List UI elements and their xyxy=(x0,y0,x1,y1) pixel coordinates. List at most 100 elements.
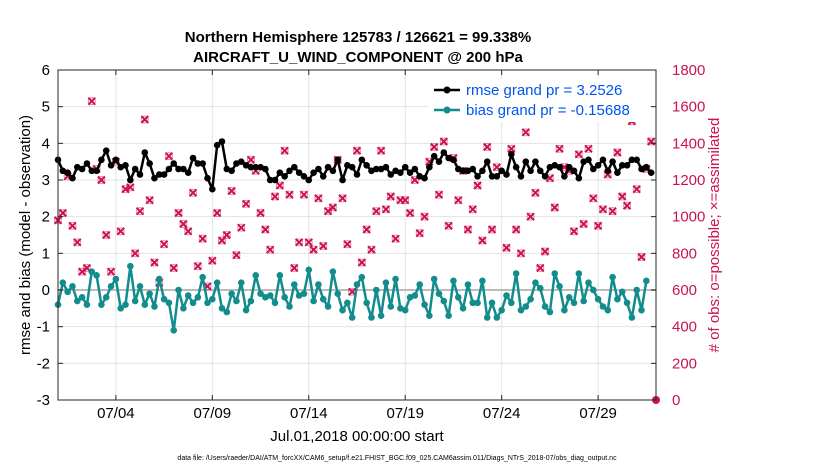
obs-count-marker xyxy=(241,199,251,209)
obs-count-marker xyxy=(420,212,429,221)
rmse-point xyxy=(122,162,129,169)
obs-assimilated-stroke xyxy=(135,206,145,216)
bias-point xyxy=(628,314,636,321)
obs-possible-marker xyxy=(82,264,91,272)
obs-assimilated-stroke xyxy=(391,234,400,243)
rmse-point xyxy=(319,173,327,180)
obs-possible-marker xyxy=(160,240,169,249)
rmse-point xyxy=(160,171,168,178)
y-tick-label: -2 xyxy=(37,355,50,372)
rmse-point xyxy=(430,152,438,160)
obs-assimilated-stroke xyxy=(589,194,598,203)
obs-count-marker xyxy=(232,250,241,260)
bias-point xyxy=(291,281,298,288)
rmse-point xyxy=(411,165,419,173)
rmse-point xyxy=(78,165,86,173)
rmse-point xyxy=(435,158,443,165)
rmse-point xyxy=(88,167,96,175)
obs-possible-marker xyxy=(512,225,521,234)
rmse-point xyxy=(426,163,433,171)
rmse-point xyxy=(102,147,110,154)
obs-possible-marker xyxy=(357,258,366,267)
obs-assimilated-stroke xyxy=(97,175,106,185)
obs-assimilated-stroke xyxy=(270,192,280,201)
bias-point xyxy=(141,301,149,308)
bias-point xyxy=(508,299,515,307)
obs-count-marker xyxy=(294,238,304,247)
obs-assimilated-stroke xyxy=(222,230,231,240)
rmse-point xyxy=(469,165,477,173)
rmse-point xyxy=(647,169,655,176)
rmse-point xyxy=(570,167,578,175)
bias-point xyxy=(117,305,124,312)
obs-count-marker xyxy=(574,150,584,159)
obs-possible-marker xyxy=(319,242,328,250)
obs-assimilated-stroke xyxy=(545,173,555,183)
obs-assimilated-stroke xyxy=(646,137,656,146)
bias-point xyxy=(233,297,240,305)
obs-assimilated-stroke xyxy=(294,238,304,247)
obs-possible-marker xyxy=(150,258,159,267)
obs-possible-marker xyxy=(295,238,304,247)
y-tick-label: -1 xyxy=(37,319,50,336)
bias-point xyxy=(532,279,539,286)
obs-possible-marker xyxy=(246,155,255,164)
obs-possible-marker xyxy=(328,203,337,212)
obs-assimilated-stroke xyxy=(116,227,125,236)
rmse-point xyxy=(165,165,173,173)
obs-assimilated-stroke xyxy=(343,239,352,249)
obs-assimilated-stroke xyxy=(478,236,487,245)
obs-assimilated-stroke xyxy=(265,245,275,254)
rmse-point xyxy=(614,169,621,176)
rmse-point xyxy=(498,167,505,175)
obs-assimilated-stroke xyxy=(502,243,511,253)
bias-point xyxy=(618,288,626,296)
y-tick-label: -3 xyxy=(37,392,50,409)
obs-assimilated-stroke xyxy=(193,261,203,271)
bias-point xyxy=(59,279,67,286)
obs-count-marker xyxy=(116,227,125,236)
bias-point xyxy=(242,306,250,314)
bias-point xyxy=(107,283,115,290)
obs-assimilated-stroke xyxy=(473,181,482,190)
bias-point xyxy=(411,292,419,299)
obs-possible-marker xyxy=(410,176,419,184)
obs-assimilated-stroke xyxy=(613,148,622,157)
obs-assimilated-stroke xyxy=(357,258,367,267)
obs-possible-marker xyxy=(488,225,497,234)
obs-count-marker xyxy=(290,263,299,273)
bias-point xyxy=(247,297,255,305)
obs-assimilated-stroke xyxy=(232,250,241,260)
obs-assimilated-stroke xyxy=(261,225,270,234)
obs-count-marker xyxy=(478,236,487,245)
obs-possible-marker xyxy=(468,205,477,214)
rmse-point xyxy=(252,163,260,171)
obs-count-marker xyxy=(439,137,449,146)
obs-count-marker xyxy=(487,225,497,234)
bias-point xyxy=(479,277,486,285)
bias-point xyxy=(382,279,390,286)
bias-point xyxy=(136,283,144,290)
rmse-point xyxy=(522,158,530,165)
bias-point xyxy=(88,268,96,275)
bias-point xyxy=(614,295,621,303)
bias-point xyxy=(454,294,462,301)
x-tick-label: 07/24 xyxy=(483,405,521,422)
obs-count-marker xyxy=(536,263,545,273)
obs-possible-marker xyxy=(420,212,429,221)
rmse-point xyxy=(199,160,206,167)
rmse-point xyxy=(527,167,534,175)
obs-assimilated-stroke xyxy=(521,128,530,137)
rmse-point xyxy=(628,156,636,164)
bias-point xyxy=(416,281,423,288)
obs-possible-marker xyxy=(193,262,202,271)
y2-tick-label: 600 xyxy=(672,282,697,299)
obs-assimilated-stroke xyxy=(463,225,473,234)
rmse-point xyxy=(189,154,197,162)
bias-point xyxy=(459,305,467,312)
rmse-point xyxy=(180,165,187,173)
obs-possible-marker xyxy=(145,196,154,205)
obs-count-marker xyxy=(516,249,526,258)
obs-assimilated-stroke xyxy=(121,184,130,194)
obs-assimilated-stroke xyxy=(68,221,77,231)
